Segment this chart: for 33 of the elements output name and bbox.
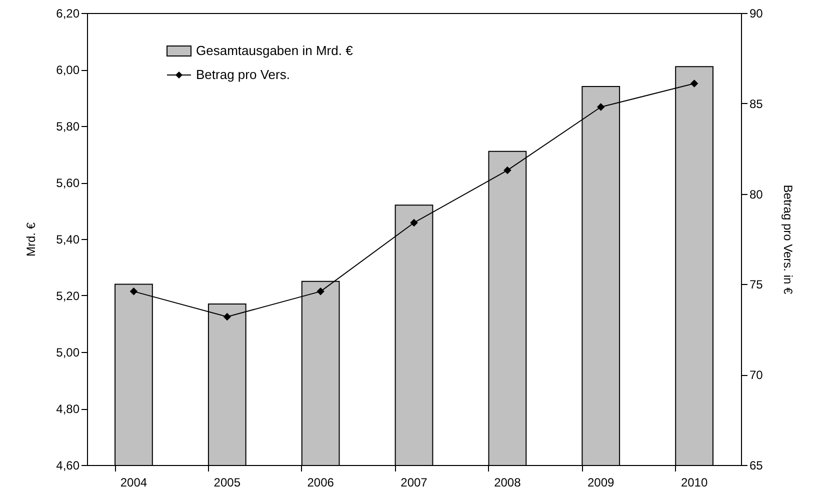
y-tick-label: 4,80 (56, 402, 80, 416)
y-tick-label: 6,20 (56, 6, 80, 20)
x-tick-label: 2010 (680, 476, 708, 490)
y-tick-label: 5,60 (56, 176, 80, 190)
y2-axis-title: Betrag pro Vers. in € (780, 184, 795, 295)
y-tick-label: 5,00 (56, 346, 80, 360)
point (596, 103, 605, 111)
legend-label: Gesamtausgaben in Mrd. € (196, 43, 354, 58)
y-tick-label: 5,20 (56, 289, 80, 303)
y-tick-label: 5,80 (56, 120, 80, 134)
y2-tick-label: 75 (750, 278, 764, 292)
x-tick-label: 2007 (400, 476, 428, 490)
point (504, 166, 512, 174)
y-tick-label: 4,60 (56, 458, 80, 472)
y2-tick-label: 70 (750, 368, 764, 382)
point (410, 218, 418, 227)
point (690, 80, 698, 88)
point (316, 288, 324, 296)
y-tick-label: 6,00 (56, 63, 80, 77)
y2-tick-label: 85 (750, 96, 764, 111)
y2-tick-label: 90 (750, 6, 764, 20)
x-tick-label: 2005 (214, 476, 241, 490)
y-tick-label: 5,40 (56, 232, 80, 246)
x-tick-label: 2009 (588, 476, 615, 490)
y-axis-title: Mrd. € (24, 222, 38, 257)
point (223, 312, 232, 321)
y2-tick-label: 65 (750, 458, 764, 472)
x-tick-label: 2008 (494, 476, 522, 490)
y2-tick-label: 80 (750, 187, 764, 202)
legend-label: Betrag pro Vers. (196, 67, 290, 82)
point (130, 288, 138, 296)
x-tick-label: 2006 (307, 476, 334, 490)
x-tick-label: 2004 (120, 476, 148, 490)
